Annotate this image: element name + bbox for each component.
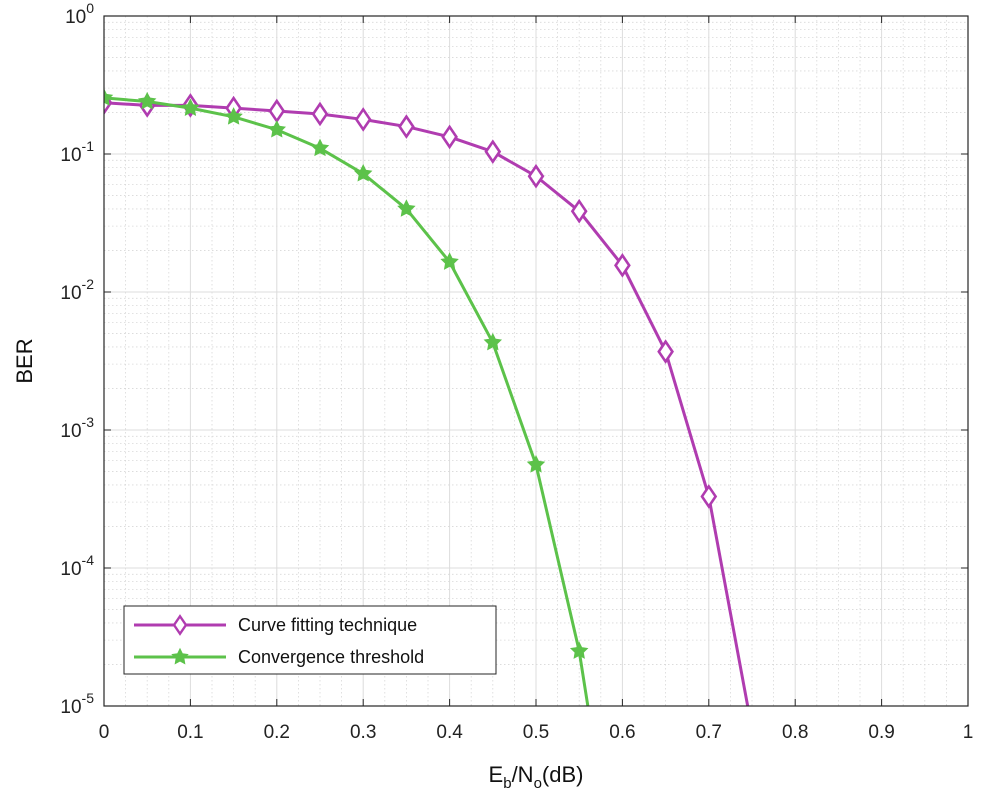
data-point-diamond: [614, 253, 631, 278]
grid-lines: [103, 15, 969, 707]
legend-label-convergence: Convergence threshold: [238, 647, 424, 667]
legend: Curve fitting technique Convergence thre…: [123, 605, 497, 675]
data-point-diamond: [398, 114, 415, 139]
x-tick-label: 0.5: [523, 722, 549, 743]
data-point-diamond: [700, 484, 718, 509]
data-point-diamond: [441, 124, 458, 150]
data-point-diamond: [527, 163, 545, 189]
y-tick-label: 10-2: [60, 276, 94, 304]
x-label-mid: /N: [512, 762, 534, 787]
y-axis-label: BER: [12, 338, 37, 383]
legend-label-curve-fitting: Curve fitting technique: [238, 615, 417, 635]
x-tick-label: 0.6: [609, 722, 635, 743]
legend-marker-diamond-icon: [172, 614, 188, 636]
y-tick-label: 10-1: [60, 138, 94, 166]
data-point-star: [267, 120, 287, 138]
x-tick-label: 1: [963, 722, 974, 743]
data-point-star: [483, 332, 503, 351]
x-tick-label: 0.3: [350, 722, 376, 743]
data-point-star: [104, 88, 114, 106]
series-line: [104, 101, 750, 706]
series-1: [104, 88, 590, 706]
data-point-star: [353, 163, 373, 182]
y-tick-label: 10-5: [60, 690, 94, 718]
x-label-unit: (dB): [542, 762, 584, 787]
legend-marker-star-icon: [171, 647, 189, 665]
data-point-star: [440, 252, 459, 270]
data-point-star: [526, 455, 546, 473]
tick-labels: 0 0.1 0.2 0.3 0.4 0.5 0.6 0.7 0.8 0.9 1 100 10-1 10-2…: [60, 0, 973, 743]
x-tick-label: 0.4: [436, 722, 463, 743]
x-label-base: E: [489, 762, 504, 787]
y-tick-label: 10-4: [60, 552, 94, 580]
data-point-star: [310, 138, 330, 157]
data-point-star: [397, 199, 416, 217]
data-point-diamond: [657, 339, 674, 364]
data-point-diamond: [311, 101, 329, 127]
x-tick-label: 0.1: [177, 722, 203, 743]
x-label-sub1: b: [503, 775, 511, 792]
y-tick-label: 10-3: [60, 414, 94, 442]
x-tick-label: 0.9: [868, 722, 894, 743]
legend-box: [123, 605, 497, 675]
x-label-sub2: o: [534, 775, 542, 792]
x-tick-label: 0: [99, 722, 110, 743]
data-point-diamond: [570, 198, 588, 224]
x-axis-label: Eb/No(dB): [489, 762, 584, 792]
data-point-diamond: [354, 107, 372, 132]
x-tick-label: 0.2: [264, 722, 290, 743]
data-point-star: [181, 98, 200, 116]
y-tick-label: 100: [65, 0, 94, 28]
x-tick-label: 0.8: [782, 722, 808, 743]
data-point-star: [569, 641, 589, 659]
data-point-diamond: [484, 139, 502, 164]
data-point-star: [137, 91, 157, 110]
series-layer: [104, 88, 750, 706]
x-tick-label: 0.7: [696, 722, 722, 743]
data-point-star: [224, 107, 243, 125]
